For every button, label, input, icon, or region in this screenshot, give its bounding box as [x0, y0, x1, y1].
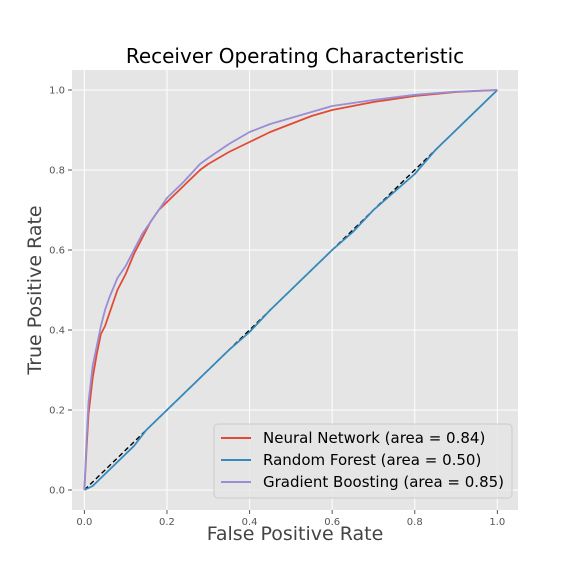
x-tick-label: 0.6	[324, 517, 340, 528]
series-line-1	[83, 89, 498, 491]
series-line-0	[83, 89, 498, 491]
legend-label-0: Neural Network (area = 0.84)	[263, 429, 485, 447]
y-tick-label: 0.2	[49, 406, 65, 417]
x-axis-label: False Positive Rate	[207, 523, 384, 545]
y-axis: 0.0 0.2 0.4 0.6 0.8 1.0	[49, 86, 72, 497]
x-tick-label: 0.4	[242, 517, 258, 528]
x-tick-label: 0.0	[76, 517, 92, 528]
y-tick-label: 1.0	[49, 86, 65, 97]
legend-label-1: Random Forest (area = 0.50)	[263, 451, 481, 469]
y-tick-label: 0.6	[49, 246, 65, 257]
y-tick-label: 0.8	[49, 166, 65, 177]
series-line-2	[83, 89, 498, 491]
y-axis-label: True Positive Rate	[24, 205, 46, 375]
series-layer	[83, 89, 498, 491]
y-tick-label: 0.0	[49, 486, 65, 497]
legend-box	[213, 423, 513, 499]
x-tick-label: 0.2	[159, 517, 175, 528]
legend-label-2: Gradient Boosting (area = 0.85)	[263, 473, 504, 491]
y-tick-label: 0.4	[49, 326, 65, 337]
x-tick-label: 1.0	[489, 517, 505, 528]
x-tick-label: 0.8	[407, 517, 423, 528]
legend: Neural Network (area = 0.84) Random Fores…	[213, 423, 513, 499]
chart-title: Receiver Operating Characteristic	[126, 44, 464, 68]
x-axis: 0.0 0.2 0.4 0.6 0.8 1.0	[76, 510, 505, 528]
